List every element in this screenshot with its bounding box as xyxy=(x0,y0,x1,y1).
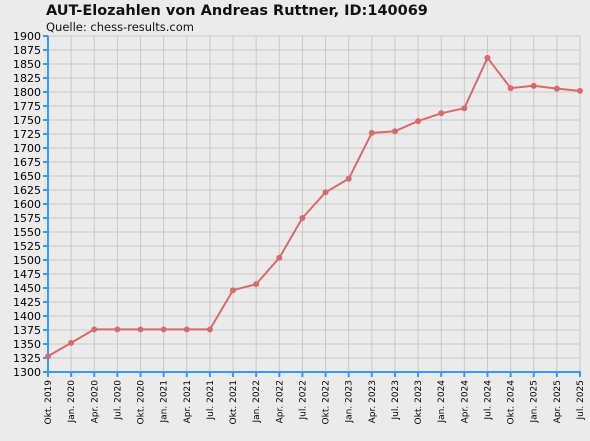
data-point xyxy=(484,54,491,61)
grid xyxy=(47,35,581,373)
x-tick-label: Jul. 2025 xyxy=(576,380,586,421)
y-tick-label: 1475 xyxy=(13,268,41,281)
data-point xyxy=(415,118,422,125)
data-point xyxy=(299,215,306,221)
y-tick-label: 1875 xyxy=(13,44,41,57)
data-point xyxy=(253,281,260,288)
data-point xyxy=(160,326,167,333)
data-point xyxy=(114,326,121,333)
y-tick-label: 1425 xyxy=(13,296,41,309)
y-tick-label: 1600 xyxy=(13,198,41,211)
y-tick-label: 1550 xyxy=(13,226,41,239)
y-tick-label: 1350 xyxy=(13,338,41,351)
y-tick-label: 1900 xyxy=(13,30,41,43)
y-tick-label: 1625 xyxy=(13,184,41,197)
data-point xyxy=(137,326,144,333)
data-point xyxy=(183,326,190,333)
x-axis: Okt. 2019 Jan. 2020 Apr. 2020 Jul. 2020 Okt.… xyxy=(44,371,586,425)
y-tick-label: 1800 xyxy=(13,86,41,99)
chart-title: AUT-Elozahlen von Andreas Ruttner, ID:14… xyxy=(46,3,428,19)
x-tick-label: Okt. 2021 xyxy=(229,380,239,424)
data-point xyxy=(276,254,283,261)
y-tick-label: 1850 xyxy=(13,58,41,71)
x-tick-label: Apr. 2021 xyxy=(183,380,193,423)
data-point xyxy=(45,353,51,360)
y-tick-label: 1775 xyxy=(13,100,41,113)
x-tick-label: Apr. 2024 xyxy=(460,380,470,424)
y-tick-label: 1650 xyxy=(13,170,41,183)
data-point xyxy=(530,82,537,89)
data-point xyxy=(461,105,468,112)
x-tick-label: Jul. 2020 xyxy=(113,380,123,421)
x-tick-label: Okt. 2024 xyxy=(507,380,517,425)
x-tick-label: Jul. 2023 xyxy=(391,380,401,421)
series-line xyxy=(47,56,581,358)
x-tick-label: Okt. 2019 xyxy=(44,380,54,425)
y-tick-label: 1375 xyxy=(13,324,41,337)
x-tick-label: Jul. 2022 xyxy=(298,380,308,421)
x-tick-label: Jul. 2024 xyxy=(483,380,493,421)
x-tick-label: Jan. 2022 xyxy=(252,380,262,424)
y-tick-label: 1750 xyxy=(13,114,41,127)
data-point xyxy=(230,287,237,294)
data-point xyxy=(91,326,98,333)
data-point xyxy=(345,175,352,182)
y-tick-label: 1700 xyxy=(13,142,41,155)
y-tick-label: 1450 xyxy=(13,282,41,295)
x-tick-label: Okt. 2023 xyxy=(414,380,424,424)
data-point xyxy=(391,128,398,135)
y-tick-label: 1400 xyxy=(13,310,41,323)
x-tick-label: Jan. 2025 xyxy=(530,380,540,424)
data-point xyxy=(68,339,75,346)
y-tick-label: 1300 xyxy=(13,366,41,379)
x-tick-label: Apr. 2020 xyxy=(90,380,100,424)
data-point xyxy=(438,110,445,117)
series-elo xyxy=(45,54,583,360)
y-tick-label: 1675 xyxy=(13,156,41,169)
x-tick-label: Jan. 2021 xyxy=(160,380,170,424)
x-tick-label: Jan. 2024 xyxy=(437,380,447,424)
x-tick-label: Jan. 2020 xyxy=(67,380,77,424)
y-axis: 1300132513501375140014251450147515001525… xyxy=(13,30,49,379)
x-tick-label: Jul. 2021 xyxy=(206,380,216,421)
y-tick-label: 1575 xyxy=(13,212,41,225)
data-point xyxy=(577,87,583,94)
data-point xyxy=(507,85,514,92)
y-tick-label: 1525 xyxy=(13,240,41,253)
data-point xyxy=(368,129,375,136)
data-point xyxy=(553,85,560,92)
chart-subtitle: Quelle: chess-results.com xyxy=(46,20,194,34)
x-tick-label: Apr. 2025 xyxy=(553,380,563,423)
y-tick-label: 1825 xyxy=(13,72,41,85)
y-tick-label: 1500 xyxy=(13,254,41,267)
x-tick-label: Apr. 2023 xyxy=(368,380,378,423)
x-tick-label: Jan. 2023 xyxy=(345,380,355,424)
x-tick-label: Apr. 2022 xyxy=(275,380,285,423)
data-point xyxy=(206,326,213,333)
data-point xyxy=(322,189,329,196)
x-tick-label: Okt. 2020 xyxy=(137,380,147,425)
x-tick-label: Okt. 2022 xyxy=(322,380,332,424)
y-tick-label: 1725 xyxy=(13,128,41,141)
y-tick-label: 1325 xyxy=(13,352,41,365)
